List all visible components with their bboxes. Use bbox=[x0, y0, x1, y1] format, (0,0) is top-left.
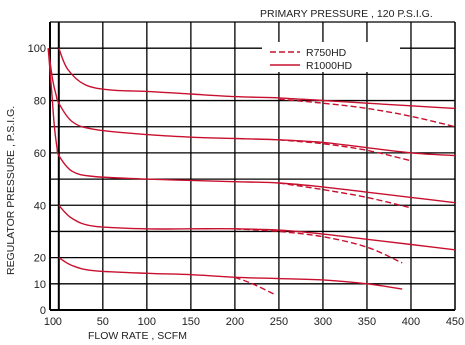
x-tick-label: 400 bbox=[402, 316, 420, 328]
x-tick-label: 150 bbox=[182, 316, 200, 328]
series-line-r750hd bbox=[278, 139, 412, 162]
legend-background bbox=[262, 42, 400, 72]
series-line-r750hd bbox=[234, 276, 275, 295]
x-tick-label: 250 bbox=[270, 316, 288, 328]
y-tick-label: 0 bbox=[40, 305, 46, 317]
legend-label: R1000HD bbox=[306, 60, 353, 72]
series-line-r1000hd bbox=[58, 47, 456, 110]
y-axis-label: REGULATOR PRESSURE , P.S.I.G. bbox=[5, 106, 17, 275]
chart-title: PRIMARY PRESSURE , 120 P.S.I.G. bbox=[260, 8, 433, 20]
x-tick-label: 350 bbox=[358, 316, 376, 328]
x-tick-label: 100 bbox=[138, 316, 156, 328]
series-line-r750hd bbox=[278, 182, 412, 209]
series-line-r1000hd bbox=[47, 48, 456, 157]
y-tick-label: 80 bbox=[34, 96, 46, 108]
series-line-r1000hd bbox=[47, 48, 456, 204]
y-tick-label: 40 bbox=[34, 200, 46, 212]
series-line-r1000hd bbox=[58, 204, 456, 251]
x-tick-label: 0 bbox=[56, 316, 62, 328]
x-tick-label: 10 bbox=[44, 316, 56, 328]
y-tick-label: 10 bbox=[34, 279, 46, 291]
y-tick-label: 60 bbox=[34, 148, 46, 160]
x-tick-label: 200 bbox=[226, 316, 244, 328]
x-axis-label: FLOW RATE , SCFM bbox=[88, 330, 187, 342]
x-tick-label: 50 bbox=[97, 316, 109, 328]
y-tick-labels: 0 10 20 40 60 80 100 bbox=[28, 43, 46, 317]
x-tick-label: 300 bbox=[314, 316, 332, 328]
x-tick-labels: 10 0 50 100 150 200 250 300 350 400 450 bbox=[44, 316, 464, 328]
y-tick-label: 20 bbox=[34, 253, 46, 265]
series-line-r750hd bbox=[234, 228, 403, 264]
x-tick-label: 450 bbox=[446, 316, 464, 328]
series-line-r750hd bbox=[278, 98, 456, 128]
legend-label: R750HD bbox=[306, 47, 347, 59]
series-line-r1000hd bbox=[58, 256, 403, 290]
y-tick-label: 100 bbox=[28, 43, 46, 55]
series-lines bbox=[47, 47, 456, 295]
